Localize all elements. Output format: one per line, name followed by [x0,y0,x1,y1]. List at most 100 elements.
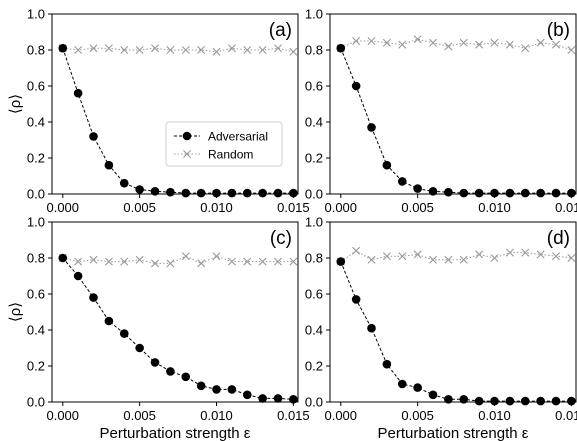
adversarial-point [150,358,160,367]
random-point [429,255,438,264]
x-axis-label: Perturbation strength ε [378,425,529,441]
adversarial-point [258,394,267,403]
adversarial-point [104,160,114,170]
random-point [413,250,422,259]
adversarial-point [520,396,530,406]
random-point [521,44,530,53]
y-tick-label: 0.8 [305,43,323,58]
random-point [227,44,236,53]
adversarial-point [428,187,438,196]
adversarial-point [135,185,144,194]
random-point [505,248,514,257]
random-point [413,35,422,44]
adversarial-point [196,381,206,391]
random-point [382,252,391,261]
adversarial-point [351,81,361,91]
y-tick-label: 0.6 [27,79,45,94]
adversarial-point [242,390,252,400]
adversarial-point [166,367,175,376]
adversarial-point [444,395,453,404]
adversarial-point [119,329,129,338]
random-point [521,248,530,257]
random-point [197,46,206,54]
adversarial-point [367,123,376,132]
adversarial-point [58,253,68,263]
adversarial-point [196,188,206,198]
series-line [62,48,294,194]
adversarial-point [551,188,561,198]
x-tick-label: 0.010 [200,200,233,215]
random-point [459,255,468,264]
random-point [274,257,283,266]
axes-frame [51,221,299,403]
random-point [166,259,175,268]
y-axis-label: ⟨ρ⟩ [7,94,24,114]
random-point [197,259,206,268]
adversarial-point [135,343,144,353]
y-tick-label: 0.0 [305,187,323,202]
adversarial-point [212,188,221,198]
random-point [475,40,484,49]
panel-label: (d) [547,228,570,249]
adversarial-point [413,383,422,392]
y-tick-label: 1.0 [27,7,45,22]
random-point [429,38,438,47]
random-point [567,254,576,262]
series-adversarial [336,43,576,198]
y-tick-label: 0.4 [27,323,45,338]
random-point [104,44,113,53]
adversarial-point [474,188,484,198]
series-line [340,38,572,51]
y-axis-label: ⟨ρ⟩ [7,302,24,322]
y-tick-label: 0.6 [305,79,323,94]
chart-panel-d: 0.0 0.2 0.4 0.6 0.8 1.0 0.000 0.005 0.010 0.015 Pe… [305,215,577,441]
random-point [243,257,252,266]
adversarial-point [397,177,407,186]
random-point [243,46,252,54]
x-tick-label: 0.005 [123,408,156,423]
random-point [212,47,221,56]
random-point [490,38,499,47]
y-tick-label: 0.2 [305,151,323,166]
panel-label: (b) [547,20,570,41]
adversarial-point [73,88,83,98]
random-point [166,46,175,54]
random-point [505,40,514,49]
adversarial-point [567,396,576,406]
x-tick-label: 0.000 [324,408,357,423]
adversarial-point [166,187,175,197]
adversarial-point [119,178,129,188]
adversarial-point [227,188,237,198]
x-tick-label: 0.010 [478,408,511,423]
random-point [227,257,236,266]
random-point [135,255,144,264]
adversarial-point [73,271,83,281]
adversarial-point [444,187,453,197]
adversarial-point [242,188,252,198]
random-point [89,44,98,53]
random-point [181,46,190,54]
legend-adversarial-label: Adversarial [208,130,268,144]
adversarial-point [490,396,499,406]
random-point [274,44,283,53]
series-line [62,257,294,400]
random-point [120,257,129,266]
y-tick-label: 0.2 [27,151,45,166]
y-tick-label: 1.0 [27,215,45,230]
random-point [151,44,160,53]
adversarial-point [413,184,422,193]
adversarial-point [367,323,376,333]
adversarial-point [58,43,68,53]
y-tick-label: 0.8 [27,251,45,266]
adversarial-point [397,379,407,389]
series-line [62,47,294,53]
chart-panel-a: 0.0 0.2 0.4 0.6 0.8 1.0 0.000 0.005 0.010 0.015 ⟨ρ… [7,7,310,216]
adversarial-point [520,188,530,198]
adversarial-point [89,132,98,141]
random-point [104,257,113,266]
series-adversarial [58,253,298,404]
adversarial-point [181,372,191,382]
random-point [352,37,361,45]
panel-label: (a) [269,20,292,41]
